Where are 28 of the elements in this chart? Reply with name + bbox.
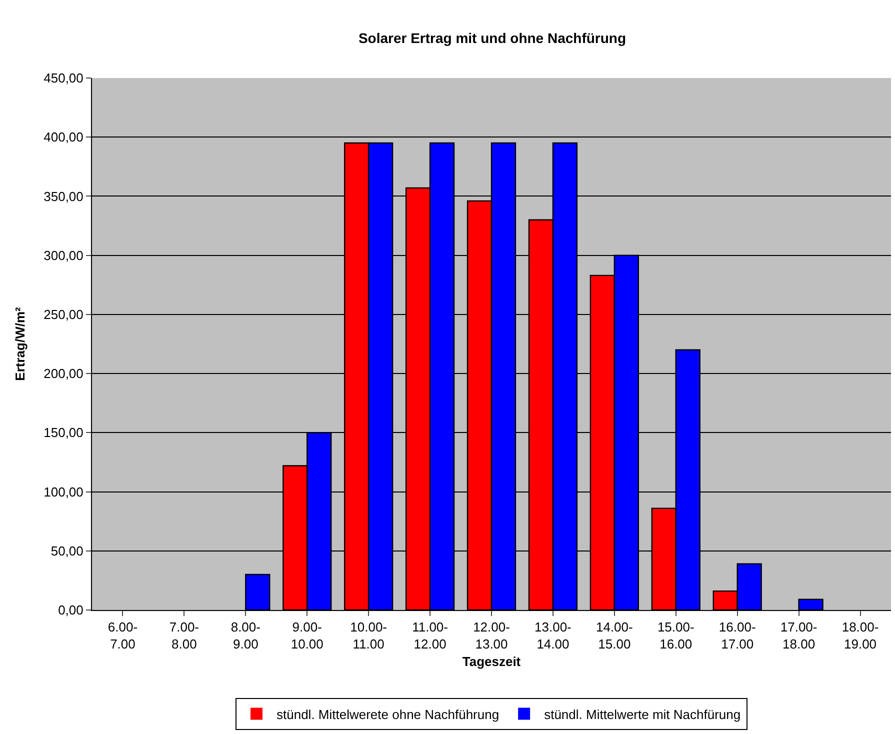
x-tick-label: 15.00- 16.00 [657,620,694,652]
y-tick-label: 50,00 [50,543,84,558]
legend-label: stündl. Mittelwerete ohne Nachführung [276,706,500,722]
y-tick-label: 150,00 [44,425,84,440]
chart-title: Solarer Ertrag mit und ohne Nachfürung [358,30,626,46]
y-tick-label: 200,00 [44,366,84,382]
y-tick-label: 300,00 [44,248,84,263]
x-tick-label: 9.00- 10.00 [290,620,324,652]
x-tick-label: 17.00- 18.00 [780,620,818,652]
y-tick-label: 350,00 [44,188,84,204]
x-axis-title: Tageszeit [462,654,522,670]
legend-label: stündl. Mittelwerte mit Nachfürung [544,706,741,722]
y-tick-label: 0,00 [58,602,84,618]
x-tick-label: 6.00- 7.00 [108,620,138,652]
x-tick-label: 13.00- 14.00 [534,620,572,652]
y-axis-title: Ertrag/W/m² [12,306,28,381]
y-tick-label: 100,00 [44,484,84,500]
x-tick-label: 11.00- 12.00 [412,620,448,652]
y-tick-label: 450,00 [44,70,84,86]
x-tick-label: 14.00- 15.00 [596,620,633,652]
x-tick-label: 16.00- 17.00 [718,620,756,652]
y-tick-label: 400,00 [44,130,84,145]
x-tick-label: 12.00- 13.00 [473,620,510,652]
x-tick-label: 7.00- 8.00 [169,620,200,652]
x-tick-label: 10.00- 11.00 [350,620,388,652]
y-tick-label: 250,00 [44,306,84,322]
x-tick-label: 18.00- 19.00 [842,620,879,652]
x-tick-label: 8.00- 9.00 [230,620,260,652]
